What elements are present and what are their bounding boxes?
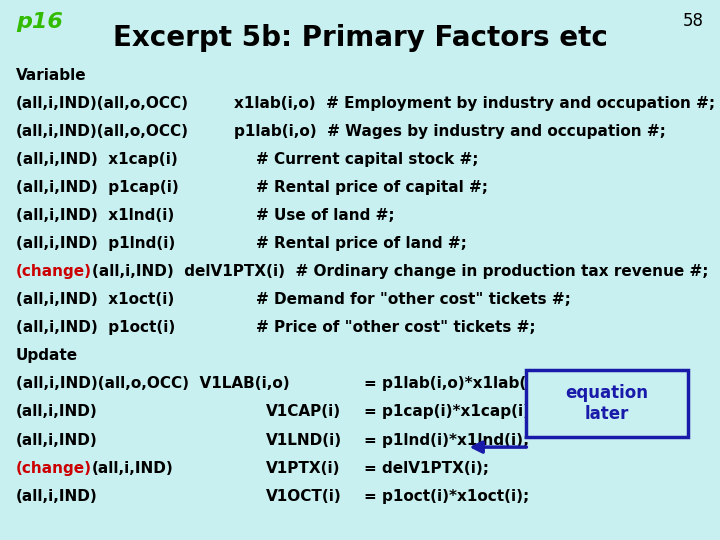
Text: (all,i,IND)  x1cap(i): (all,i,IND) x1cap(i) [16,152,178,167]
Text: (all,i,IND): (all,i,IND) [92,461,174,476]
Text: 58: 58 [683,12,704,30]
Text: (all,i,IND)  delV1PTX(i)  # Ordinary change in production tax revenue #;: (all,i,IND) delV1PTX(i) # Ordinary chang… [92,264,708,279]
Text: x1lab(i,o)  # Employment by industry and occupation #;: x1lab(i,o) # Employment by industry and … [234,96,715,111]
Text: (all,i,IND)  x1oct(i): (all,i,IND) x1oct(i) [16,292,174,307]
Text: (all,i,IND)  p1oct(i): (all,i,IND) p1oct(i) [16,320,175,335]
Text: = p1lab(i,o)*x1lab(i,o);: = p1lab(i,o)*x1lab(i,o); [364,376,560,392]
Text: Update: Update [16,348,78,363]
Text: V1LND(i): V1LND(i) [266,433,343,448]
Text: = p1oct(i)*x1oct(i);: = p1oct(i)*x1oct(i); [364,489,529,504]
Text: Variable: Variable [16,68,86,83]
Text: p16: p16 [16,12,63,32]
Text: V1CAP(i): V1CAP(i) [266,404,341,420]
Text: (all,i,IND)(all,o,OCC): (all,i,IND)(all,o,OCC) [16,124,189,139]
Text: (all,i,IND)  p1cap(i): (all,i,IND) p1cap(i) [16,180,179,195]
Text: (change): (change) [16,461,92,476]
Text: # Use of land #;: # Use of land #; [256,208,395,223]
Text: # Price of "other cost" tickets #;: # Price of "other cost" tickets #; [256,320,535,335]
Text: # Current capital stock #;: # Current capital stock #; [256,152,478,167]
Text: = p1cap(i)*x1cap(i);: = p1cap(i)*x1cap(i); [364,404,536,420]
Text: Excerpt 5b: Primary Factors etc: Excerpt 5b: Primary Factors etc [112,24,608,52]
Text: (all,i,IND)(all,o,OCC)  V1LAB(i,o): (all,i,IND)(all,o,OCC) V1LAB(i,o) [16,376,289,392]
Text: (all,i,IND)(all,o,OCC): (all,i,IND)(all,o,OCC) [16,96,189,111]
Text: V1PTX(i): V1PTX(i) [266,461,341,476]
Text: = p1lnd(i)*x1lnd(i);: = p1lnd(i)*x1lnd(i); [364,433,529,448]
Text: # Rental price of land #;: # Rental price of land #; [256,236,467,251]
Text: (change): (change) [16,264,92,279]
Text: p1lab(i,o)  # Wages by industry and occupation #;: p1lab(i,o) # Wages by industry and occup… [234,124,666,139]
Text: (all,i,IND): (all,i,IND) [16,489,98,504]
Text: (all,i,IND)  x1lnd(i): (all,i,IND) x1lnd(i) [16,208,174,223]
Text: equation
later: equation later [565,384,648,423]
Text: (all,i,IND): (all,i,IND) [16,404,98,420]
Text: = delV1PTX(i);: = delV1PTX(i); [364,461,489,476]
Text: (all,i,IND): (all,i,IND) [16,433,98,448]
FancyBboxPatch shape [526,370,688,437]
Text: # Demand for "other cost" tickets #;: # Demand for "other cost" tickets #; [256,292,570,307]
Text: # Rental price of capital #;: # Rental price of capital #; [256,180,487,195]
Text: (all,i,IND)  p1lnd(i): (all,i,IND) p1lnd(i) [16,236,175,251]
Text: V1OCT(i): V1OCT(i) [266,489,342,504]
